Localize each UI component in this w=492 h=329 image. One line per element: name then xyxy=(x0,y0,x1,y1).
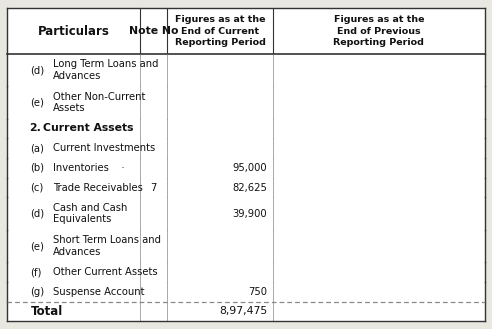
Text: 750: 750 xyxy=(248,287,267,297)
Text: (b): (b) xyxy=(31,163,44,173)
Text: Current Investments: Current Investments xyxy=(53,143,155,153)
Text: 82,625: 82,625 xyxy=(232,183,267,192)
Text: 7: 7 xyxy=(151,183,157,192)
Text: (e): (e) xyxy=(31,97,44,107)
Text: Trade Receivables: Trade Receivables xyxy=(53,183,143,192)
Bar xyxy=(7,262,485,282)
Bar xyxy=(7,197,485,230)
Text: 39,900: 39,900 xyxy=(233,209,267,219)
Text: (g): (g) xyxy=(31,287,45,297)
Bar xyxy=(7,302,485,321)
Text: (d): (d) xyxy=(31,209,45,219)
Text: 2.: 2. xyxy=(30,123,41,134)
Text: Figures as at the
End of Current
Reporting Period: Figures as at the End of Current Reporti… xyxy=(175,15,266,47)
Bar xyxy=(7,118,485,138)
Bar xyxy=(7,282,485,302)
Text: Total: Total xyxy=(31,305,63,318)
Text: Current Assets: Current Assets xyxy=(43,123,134,134)
Text: Other Current Assets: Other Current Assets xyxy=(53,267,158,277)
Bar xyxy=(7,178,485,197)
Text: (a): (a) xyxy=(31,143,44,153)
Text: Short Term Loans and
Advances: Short Term Loans and Advances xyxy=(53,235,161,257)
Text: (d): (d) xyxy=(31,65,45,75)
Bar xyxy=(7,138,485,158)
Text: 95,000: 95,000 xyxy=(233,163,267,173)
Text: Figures as at the
End of Previous
Reporting Period: Figures as at the End of Previous Report… xyxy=(334,15,424,47)
Text: Suspense Account: Suspense Account xyxy=(53,287,145,297)
Text: Cash and Cash
Equivalents: Cash and Cash Equivalents xyxy=(53,203,127,224)
Text: Other Non-Current
Assets: Other Non-Current Assets xyxy=(53,91,146,113)
Text: (c): (c) xyxy=(31,183,44,192)
Bar xyxy=(7,86,485,118)
Text: 8,97,475: 8,97,475 xyxy=(219,306,267,316)
Text: Note No: Note No xyxy=(129,26,179,36)
Text: Long Term Loans and
Advances: Long Term Loans and Advances xyxy=(53,59,158,81)
Bar xyxy=(7,54,485,86)
Bar xyxy=(7,230,485,262)
Text: (f): (f) xyxy=(31,267,42,277)
Text: Particulars: Particulars xyxy=(38,25,110,38)
Bar xyxy=(7,8,485,54)
Text: Inventories    ·: Inventories · xyxy=(53,163,125,173)
Bar xyxy=(7,158,485,178)
Text: (e): (e) xyxy=(31,241,44,251)
